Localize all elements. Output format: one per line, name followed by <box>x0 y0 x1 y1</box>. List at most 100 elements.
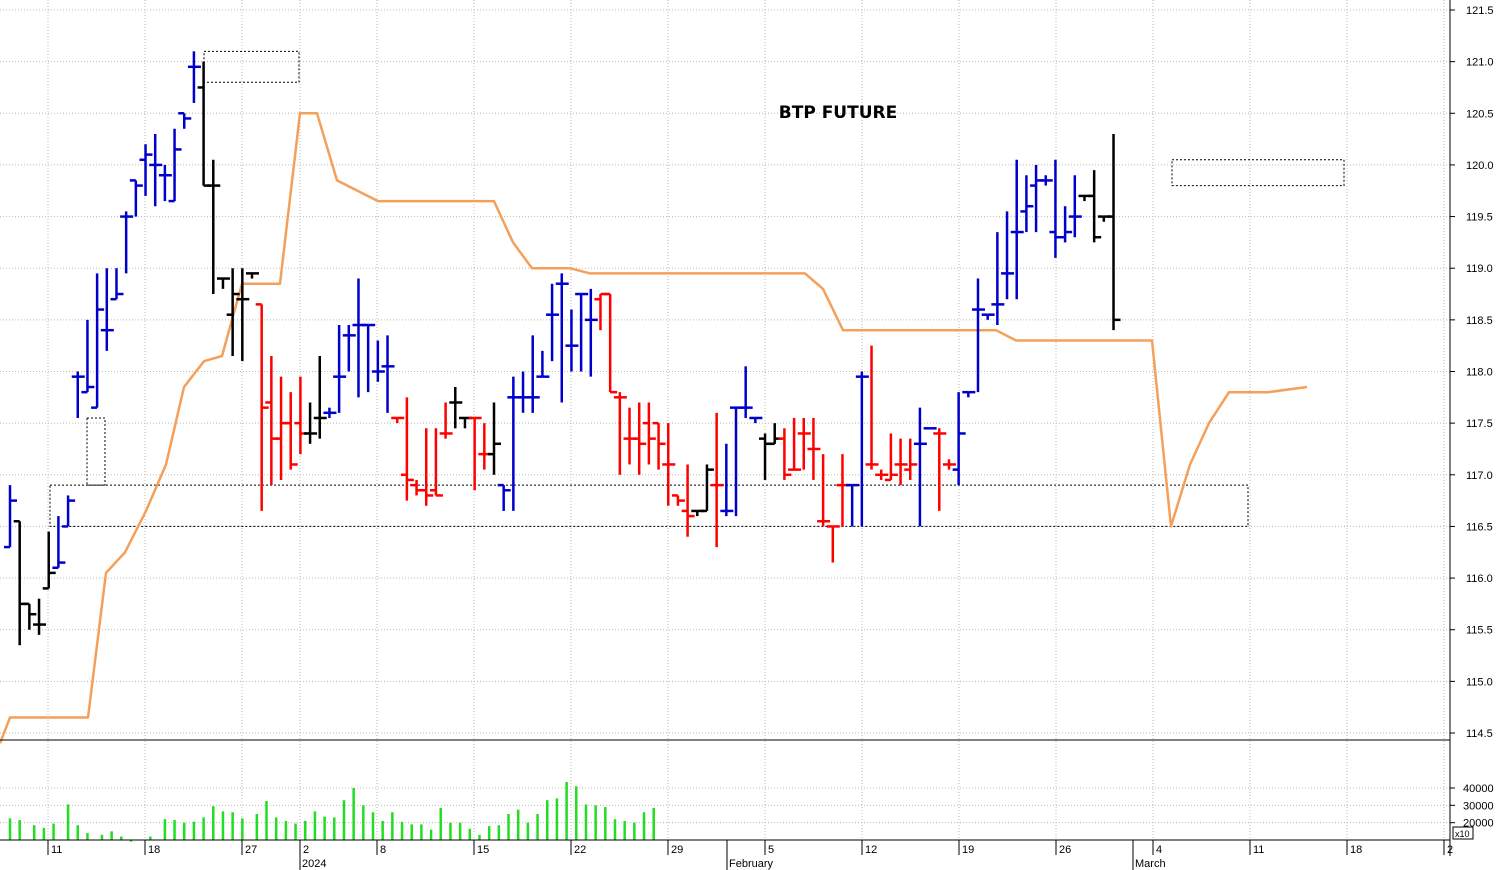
day-tick-label: 27 <box>245 844 257 856</box>
ohlc-bar <box>884 433 898 482</box>
ohlc-bar <box>1088 170 1102 243</box>
ohlc-bar <box>962 390 976 398</box>
ohlc-bar <box>584 288 598 377</box>
ohlc-bar <box>313 356 327 439</box>
day-tick-label: 11 <box>51 844 62 856</box>
day-tick-label: 12 <box>865 844 877 856</box>
ohlc-bar <box>23 602 37 630</box>
ohlc-bar <box>246 272 259 279</box>
ohlc-bar <box>236 268 250 362</box>
ohlc-bar <box>1030 164 1044 233</box>
day-tick-label: 18 <box>1350 844 1362 856</box>
day-tick-label: 4 <box>1156 844 1162 856</box>
chart-title: BTP FUTURE <box>779 103 897 123</box>
multiplier-box <box>1452 826 1474 840</box>
price-tick-label: 115.5 <box>1466 625 1493 637</box>
ohlc-bar <box>294 376 308 455</box>
ohlc-bar <box>788 417 802 471</box>
ohlc-bar <box>933 428 947 511</box>
ohlc-bar <box>129 179 143 217</box>
ohlc-bar <box>91 273 105 409</box>
ohlc-bar <box>594 292 608 331</box>
ohlc-bar <box>42 531 56 590</box>
ohlc-bar <box>730 406 743 517</box>
trend-line <box>0 112 1308 744</box>
trend-layer <box>0 112 1308 744</box>
period-label: 2024 <box>302 858 326 870</box>
day-tick-label: 26 <box>1059 844 1071 856</box>
ohlc-bar <box>100 268 114 351</box>
ohlc-bar <box>342 325 356 372</box>
ohlc-bar <box>759 433 773 480</box>
ohlc-bar <box>178 112 192 129</box>
period-label: February <box>729 858 774 870</box>
price-tick-label: 116.5 <box>1466 521 1493 533</box>
ohlc-bar <box>284 392 298 470</box>
ohlc-bar <box>536 350 550 378</box>
price-tick-label: 120.5 <box>1466 108 1494 120</box>
ohlc-bar <box>255 303 269 511</box>
volume-multiplier-label: x10 <box>1455 829 1470 839</box>
ohlc-bar <box>391 416 405 424</box>
ohlc-bar <box>826 525 840 563</box>
ohlc-bar <box>875 469 889 480</box>
ohlc-bar <box>207 159 221 295</box>
ohlc-bar <box>855 371 869 527</box>
ohlc-bar <box>865 345 879 470</box>
price-tick-label: 117.5 <box>1466 418 1493 430</box>
day-tick-label: 19 <box>962 844 974 856</box>
price-tick-label: 116.0 <box>1466 573 1493 585</box>
ohlc-bar <box>768 423 782 446</box>
ohlc-bar <box>913 407 927 527</box>
ohlc-bar <box>449 386 463 429</box>
ohlc-bar <box>904 438 918 480</box>
ohlc-bar <box>633 402 647 475</box>
ohlc-bar <box>555 273 569 403</box>
volume-tick-label: 40000 <box>1463 783 1494 795</box>
day-tick-label: 22 <box>574 844 586 856</box>
ohlc-bar <box>671 494 685 506</box>
period-label: March <box>1135 858 1166 870</box>
price-tick-label: 114.5 <box>1466 728 1493 740</box>
price-tick-label: 120.0 <box>1466 160 1494 172</box>
day-tick-label: 5 <box>768 844 774 856</box>
ohlc-bar <box>458 416 472 429</box>
price-tick-label: 119.0 <box>1466 263 1493 275</box>
ohlc-bar <box>420 428 434 506</box>
ohlc-bar <box>362 323 376 393</box>
day-tick-label: 11 <box>1253 844 1264 856</box>
ohlc-bar <box>478 423 492 470</box>
day-tick-label: 18 <box>148 844 160 856</box>
dashed-zone-box <box>86 417 106 486</box>
ohlc-bar <box>1010 159 1024 300</box>
ohlc-bar <box>952 392 966 486</box>
ohlc-bar <box>381 335 395 413</box>
ohlc-bar <box>333 325 347 413</box>
ohlc-bar <box>323 407 337 418</box>
bar-layer <box>4 51 1121 646</box>
ohlc-bar <box>613 392 627 475</box>
ohlc-bar <box>546 283 560 362</box>
ohlc-bar <box>33 598 47 635</box>
day-tick-label: 2 <box>1447 844 1453 856</box>
ohlc-bar <box>575 292 589 372</box>
ohlc-bar <box>52 516 66 569</box>
ohlc-bar <box>13 520 27 646</box>
price-tick-label: 119.5 <box>1466 212 1493 224</box>
ohlc-bar <box>817 454 831 527</box>
ohlc-bar <box>216 277 230 289</box>
volume-tick-label: 30000 <box>1463 800 1494 812</box>
ohlc-bar <box>139 144 153 196</box>
ohlc-bar <box>972 278 985 393</box>
ohlc-bar <box>371 340 385 382</box>
ohlc-bar <box>497 483 511 511</box>
day-tick-label: 2 <box>303 844 309 856</box>
ohlc-bar <box>700 464 714 513</box>
ohlc-bar <box>604 292 618 394</box>
ohlc-bar <box>662 423 676 506</box>
ohlc-bar <box>739 366 753 418</box>
ohlc-bar <box>265 356 279 486</box>
ohlc-bar <box>197 61 211 187</box>
volume-layer <box>8 781 655 842</box>
zone-layer <box>49 50 1345 527</box>
